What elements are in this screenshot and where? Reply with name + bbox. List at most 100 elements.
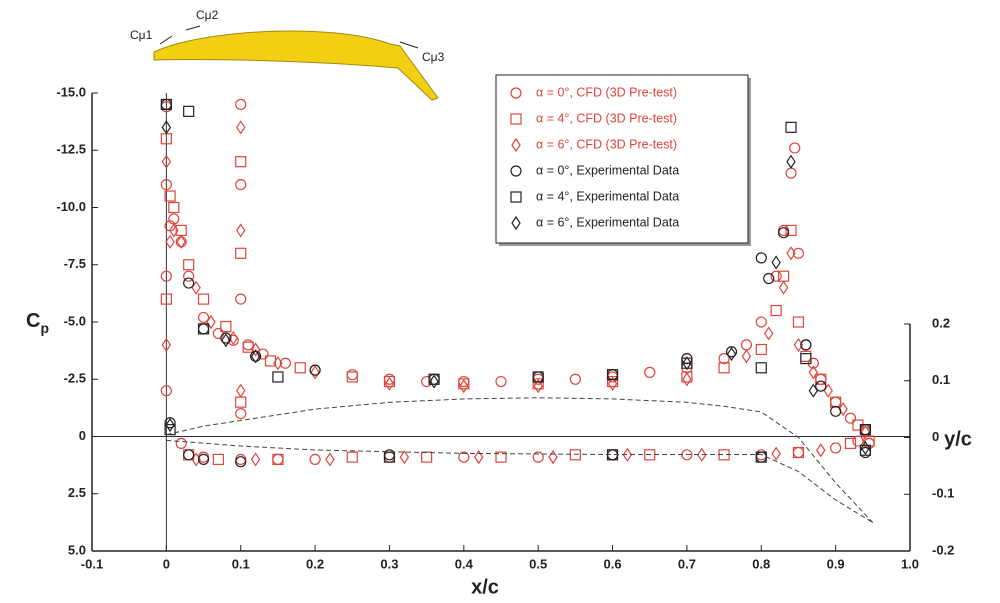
marker-circle (160, 270, 172, 282)
marker-square (235, 156, 247, 168)
x-tick-label: 0.5 (529, 556, 547, 571)
marker-circle (755, 316, 767, 328)
marker-circle (785, 167, 797, 179)
x-tick-label: 0.7 (678, 556, 696, 571)
marker-square (718, 362, 730, 374)
marker-circle (175, 437, 187, 449)
marker-circle (718, 353, 730, 365)
marker-square (532, 378, 544, 390)
marker-square (168, 201, 180, 214)
marker-diamond (165, 417, 175, 433)
marker-circle (844, 412, 857, 424)
legend-box (495, 74, 749, 244)
marker-square (510, 191, 522, 203)
y-tick-label: -2.5 (64, 371, 86, 386)
marker-square (569, 449, 581, 461)
marker-square (164, 424, 176, 436)
marker-circle (792, 446, 805, 459)
marker-square (859, 444, 871, 456)
marker-square (863, 435, 875, 447)
annotation: Cμ2 (196, 8, 219, 22)
marker-diamond (511, 215, 521, 231)
marker-square (383, 451, 396, 463)
marker-square (242, 341, 254, 353)
marker-diamond (236, 120, 246, 135)
marker-diamond (165, 234, 175, 249)
marker-square (220, 320, 232, 333)
marker-diamond (682, 356, 692, 371)
marker-square (606, 375, 619, 388)
marker-diamond (250, 452, 261, 467)
marker-circle (777, 227, 790, 239)
marker-diamond (459, 379, 469, 394)
marker-circle (852, 435, 864, 447)
marker-square (770, 304, 782, 317)
legend-label: α = 4°, CFD (3D Pre-test) (536, 111, 677, 125)
marker-diamond (161, 337, 172, 352)
marker-circle (815, 380, 827, 392)
marker-square (160, 293, 172, 305)
marker-square (606, 369, 619, 381)
y-tick-label: 5.0 (68, 542, 86, 557)
marker-circle (755, 451, 767, 463)
marker-square (859, 424, 871, 436)
marker-diamond (236, 223, 246, 238)
legend-label: α = 0°, CFD (3D Pre-test) (536, 85, 677, 99)
marker-circle (830, 442, 842, 454)
marker-diamond (325, 452, 335, 467)
marker-circle (510, 165, 522, 177)
y-tick-label: -15.0 (56, 84, 86, 99)
x-axis-label: x/c (471, 576, 499, 598)
marker-square (458, 378, 470, 390)
jet-arrow (399, 41, 419, 49)
marker-circle (755, 252, 767, 264)
geometry-line (166, 439, 874, 524)
y-tick-label: -12.5 (56, 142, 86, 157)
marker-square (272, 371, 284, 383)
legend-label: α = 0°, Experimental Data (536, 163, 679, 177)
y-axis-label: Cp (26, 310, 49, 335)
marker-circle (197, 323, 210, 335)
series (161, 120, 871, 456)
legend-label: α = 6°, Experimental Data (536, 215, 679, 229)
x-tick-label: 0.4 (455, 556, 474, 571)
marker-square (800, 353, 812, 365)
marker-diamond (548, 450, 558, 465)
marker-circle (800, 339, 812, 351)
marker-circle (770, 270, 782, 282)
marker-square (272, 453, 284, 465)
marker-square (421, 451, 433, 463)
marker-square (792, 316, 805, 328)
marker-diamond (161, 120, 172, 135)
marker-diamond (816, 443, 826, 458)
x-tick-label: 0.8 (752, 556, 770, 571)
marker-diamond (808, 365, 819, 380)
x-tick-label: 0.1 (232, 556, 250, 571)
marker-diamond (808, 383, 819, 398)
marker-circle (789, 142, 801, 154)
marker-circle (510, 87, 522, 99)
marker-diamond (473, 450, 484, 465)
marker-diamond (273, 356, 283, 371)
marker-square (510, 113, 522, 125)
y2-tick-label: -0.1 (932, 486, 954, 501)
marker-circle (569, 373, 581, 385)
marker-circle (183, 270, 195, 282)
marker-circle (197, 453, 210, 465)
marker-diamond (771, 255, 781, 270)
marker-diamond (622, 447, 633, 462)
marker-diamond (726, 346, 737, 362)
y2-axis-label: y/c (944, 428, 972, 450)
marker-diamond (778, 280, 789, 295)
marker-circle (227, 334, 239, 346)
marker-circle (160, 179, 172, 191)
marker-circle (792, 247, 805, 259)
y-tick-label: -10.0 (56, 199, 86, 214)
marker-circle (309, 364, 321, 376)
jet-arrow (159, 35, 173, 45)
marker-circle (421, 375, 433, 388)
marker-diamond (511, 137, 521, 153)
marker-circle (830, 396, 842, 408)
marker-circle (740, 339, 753, 351)
